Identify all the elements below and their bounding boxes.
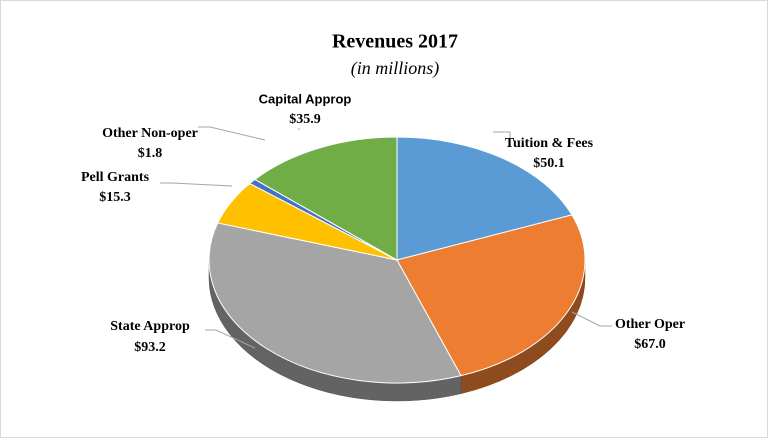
leader-line [198,126,266,141]
leader-line [571,311,612,327]
data-label-name: Other Non-oper [102,126,198,141]
data-label-value: $1.8 [138,146,163,161]
pie-slice [208,222,462,384]
leader-line [205,329,256,349]
data-label-value: $35.9 [289,112,321,127]
data-label-name: Pell Grants [81,170,150,185]
data-label-value: $67.0 [634,337,666,352]
data-label-name: Other Oper [615,317,685,332]
data-label-name: Capital Approp [259,91,352,106]
pie-slice [254,136,398,261]
data-label-value: $15.3 [99,190,131,205]
pie-slice [396,214,586,377]
data-label-name: Tuition & Fees [505,136,594,151]
chart-subtitle: (in millions) [351,58,440,79]
pie-slice [396,136,573,261]
data-label-value: $93.2 [134,340,166,355]
leader-line [160,182,233,187]
leader-line [493,131,511,144]
data-label-name: State Approp [110,319,190,334]
chart-title: Revenues 2017 [332,31,458,53]
data-label-value: $50.1 [533,156,565,171]
